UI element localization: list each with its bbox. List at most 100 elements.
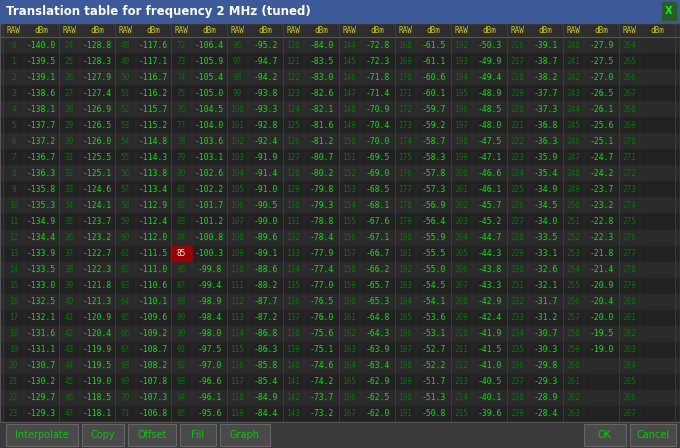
Text: RAW: RAW [175,26,188,34]
Text: 173: 173 [398,121,413,130]
Text: -106.4: -106.4 [195,40,224,50]
Text: -51.3: -51.3 [422,393,445,402]
Text: -68.5: -68.5 [365,185,390,194]
Text: -29.8: -29.8 [533,362,558,370]
Text: 52: 52 [121,105,130,114]
Text: -72.8: -72.8 [365,40,390,50]
Text: -33.5: -33.5 [533,233,558,242]
Text: 135: 135 [286,281,301,290]
Text: 267: 267 [623,89,636,98]
Text: 218: 218 [511,73,524,82]
Text: -94.7: -94.7 [254,56,277,65]
Text: 175: 175 [398,153,413,162]
Text: 112: 112 [231,297,244,306]
Text: 182: 182 [398,265,413,274]
Text: -129.3: -129.3 [27,409,56,418]
Text: 92: 92 [177,362,186,370]
Text: -42.9: -42.9 [477,297,502,306]
Text: -111.0: -111.0 [139,265,168,274]
Text: 91: 91 [177,345,186,354]
Text: -48.5: -48.5 [477,105,502,114]
Text: 207: 207 [454,281,469,290]
Text: -97.5: -97.5 [197,345,222,354]
Text: -71.8: -71.8 [365,73,390,82]
Text: 68: 68 [121,362,130,370]
Text: 31: 31 [65,153,74,162]
Text: 198: 198 [454,137,469,146]
Text: -110.6: -110.6 [139,281,168,290]
Text: 42: 42 [65,329,74,338]
Text: 29: 29 [65,121,74,130]
Text: 235: 235 [511,345,524,354]
Text: 168: 168 [398,40,413,50]
Text: -63.9: -63.9 [365,345,390,354]
Bar [220,424,270,446]
Text: 116: 116 [231,362,244,370]
Text: 24: 24 [65,40,74,50]
Text: -51.7: -51.7 [422,377,445,386]
Text: RAW: RAW [231,26,244,34]
Text: RAW: RAW [63,26,76,34]
Text: 195: 195 [454,89,469,98]
Text: -99.8: -99.8 [197,265,222,274]
Text: -100.3: -100.3 [195,249,224,258]
Text: RAW: RAW [7,26,20,34]
Text: -107.3: -107.3 [139,393,168,402]
Text: -38.2: -38.2 [533,73,558,82]
Text: RAW: RAW [286,26,301,34]
Text: 12: 12 [9,233,18,242]
Text: 192: 192 [454,40,469,50]
Text: 217: 217 [511,56,524,65]
Text: -53.6: -53.6 [422,313,445,322]
Text: 98: 98 [233,73,242,82]
Text: -76.0: -76.0 [309,313,334,322]
Text: 114: 114 [231,329,244,338]
Text: -127.4: -127.4 [83,89,112,98]
Text: -105.9: -105.9 [195,56,224,65]
Text: 260: 260 [566,362,581,370]
Text: 224: 224 [511,169,524,178]
Text: 88: 88 [177,297,186,306]
Text: 181: 181 [398,249,413,258]
Text: -23.2: -23.2 [590,201,613,210]
Text: -87.7: -87.7 [254,297,277,306]
Text: dBm: dBm [203,26,216,34]
Text: 211: 211 [454,345,469,354]
Text: -27.0: -27.0 [590,73,613,82]
Text: 11: 11 [9,217,18,226]
Text: 146: 146 [343,73,356,82]
Text: -62.0: -62.0 [365,409,390,418]
Text: Copy: Copy [90,430,116,440]
Text: 148: 148 [343,105,356,114]
Text: 53: 53 [121,121,130,130]
Text: 137: 137 [286,313,301,322]
Text: dBm: dBm [594,26,609,34]
Text: -25.6: -25.6 [590,121,613,130]
Text: dBm: dBm [371,26,384,34]
Text: 197: 197 [454,121,469,130]
Text: 79: 79 [177,153,186,162]
Text: 281: 281 [623,313,636,322]
Text: 106: 106 [231,201,244,210]
Text: 221: 221 [511,121,524,130]
Text: -78.4: -78.4 [309,233,334,242]
Text: -61.1: -61.1 [422,56,445,65]
Text: 201: 201 [454,185,469,194]
Text: 154: 154 [343,201,356,210]
Text: 100: 100 [231,105,244,114]
Text: 130: 130 [286,201,301,210]
Text: -65.7: -65.7 [365,281,390,290]
Text: 28: 28 [65,105,74,114]
Text: 219: 219 [511,89,524,98]
Text: -69.5: -69.5 [365,153,390,162]
Text: 78: 78 [177,137,186,146]
Text: -61.5: -61.5 [422,40,445,50]
Text: 76: 76 [177,105,186,114]
Text: 2: 2 [11,73,16,82]
Text: 262: 262 [566,393,581,402]
Text: -124.6: -124.6 [83,185,112,194]
Text: 273: 273 [623,185,636,194]
Text: 271: 271 [623,153,636,162]
Text: -101.7: -101.7 [195,201,224,210]
Text: 254: 254 [566,265,581,274]
